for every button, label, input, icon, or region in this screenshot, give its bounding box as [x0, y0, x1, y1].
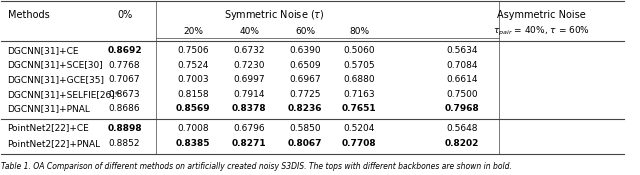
- Text: DGCNN[31]+PNAL: DGCNN[31]+PNAL: [8, 104, 90, 113]
- Text: 0.6967: 0.6967: [289, 75, 321, 84]
- Text: 0.7008: 0.7008: [177, 124, 209, 132]
- Text: 0.8569: 0.8569: [176, 104, 211, 113]
- Text: $\tau_{pair}$ = 40%, $\tau$ = 60%: $\tau_{pair}$ = 40%, $\tau$ = 60%: [493, 25, 590, 38]
- Text: 0.5060: 0.5060: [344, 46, 375, 55]
- Text: 60%: 60%: [295, 27, 315, 36]
- Text: 0%: 0%: [117, 10, 132, 20]
- Text: 0.7914: 0.7914: [234, 90, 265, 99]
- Text: 0.6997: 0.6997: [233, 75, 265, 84]
- Text: Table 1. OA Comparison of different methods on artificially created noisy S3DIS.: Table 1. OA Comparison of different meth…: [1, 162, 512, 171]
- Text: 0.8202: 0.8202: [445, 139, 479, 148]
- Text: 0.5204: 0.5204: [344, 124, 375, 132]
- Text: 0.8673: 0.8673: [109, 90, 140, 99]
- Text: 0.5850: 0.5850: [289, 124, 321, 132]
- Text: 0.7003: 0.7003: [177, 75, 209, 84]
- Text: Methods: Methods: [8, 10, 49, 20]
- Text: 0.6880: 0.6880: [344, 75, 375, 84]
- Text: 0.7651: 0.7651: [342, 104, 376, 113]
- Text: 0.7163: 0.7163: [344, 90, 375, 99]
- Text: 0.8852: 0.8852: [109, 139, 140, 148]
- Text: 0.8271: 0.8271: [232, 139, 266, 148]
- Text: 0.5648: 0.5648: [446, 124, 477, 132]
- Text: PointNet2[22]+CE: PointNet2[22]+CE: [8, 124, 90, 132]
- Text: 0.8898: 0.8898: [108, 124, 142, 132]
- Text: 0.8378: 0.8378: [232, 104, 266, 113]
- Text: Asymmetric Noise: Asymmetric Noise: [497, 10, 586, 20]
- Text: 0.8692: 0.8692: [108, 46, 142, 55]
- Text: 0.7524: 0.7524: [177, 61, 209, 69]
- Text: 0.6509: 0.6509: [289, 61, 321, 69]
- Text: 0.7506: 0.7506: [177, 46, 209, 55]
- Text: 0.7084: 0.7084: [446, 61, 477, 69]
- Text: 0.8158: 0.8158: [177, 90, 209, 99]
- Text: DGCNN[31]+SELFIE[26]*: DGCNN[31]+SELFIE[26]*: [8, 90, 120, 99]
- Text: 0.6614: 0.6614: [446, 75, 477, 84]
- Text: 0.5634: 0.5634: [446, 46, 477, 55]
- Text: 0.7067: 0.7067: [109, 75, 140, 84]
- Text: 0.7500: 0.7500: [446, 90, 477, 99]
- Text: Symmetric Noise ($\tau$): Symmetric Noise ($\tau$): [223, 8, 324, 22]
- Text: 0.7725: 0.7725: [289, 90, 321, 99]
- Text: DGCNN[31]+GCE[35]: DGCNN[31]+GCE[35]: [8, 75, 104, 84]
- Text: DGCNN[31]+SCE[30]: DGCNN[31]+SCE[30]: [8, 61, 104, 69]
- Text: 80%: 80%: [349, 27, 369, 36]
- Text: 0.8686: 0.8686: [109, 104, 140, 113]
- Text: 0.7768: 0.7768: [109, 61, 140, 69]
- Text: 0.5705: 0.5705: [344, 61, 375, 69]
- Text: DGCNN[31]+CE: DGCNN[31]+CE: [8, 46, 79, 55]
- Text: 0.6390: 0.6390: [289, 46, 321, 55]
- Text: 0.7230: 0.7230: [234, 61, 265, 69]
- Text: PointNet2[22]+PNAL: PointNet2[22]+PNAL: [8, 139, 100, 148]
- Text: 0.6732: 0.6732: [234, 46, 265, 55]
- Text: 0.8385: 0.8385: [176, 139, 211, 148]
- Text: 40%: 40%: [239, 27, 259, 36]
- Text: 0.7708: 0.7708: [342, 139, 376, 148]
- Text: 0.8236: 0.8236: [288, 104, 323, 113]
- Text: 0.7968: 0.7968: [445, 104, 479, 113]
- Text: 0.8067: 0.8067: [288, 139, 323, 148]
- Text: 0.6796: 0.6796: [233, 124, 265, 132]
- Text: 20%: 20%: [183, 27, 203, 36]
